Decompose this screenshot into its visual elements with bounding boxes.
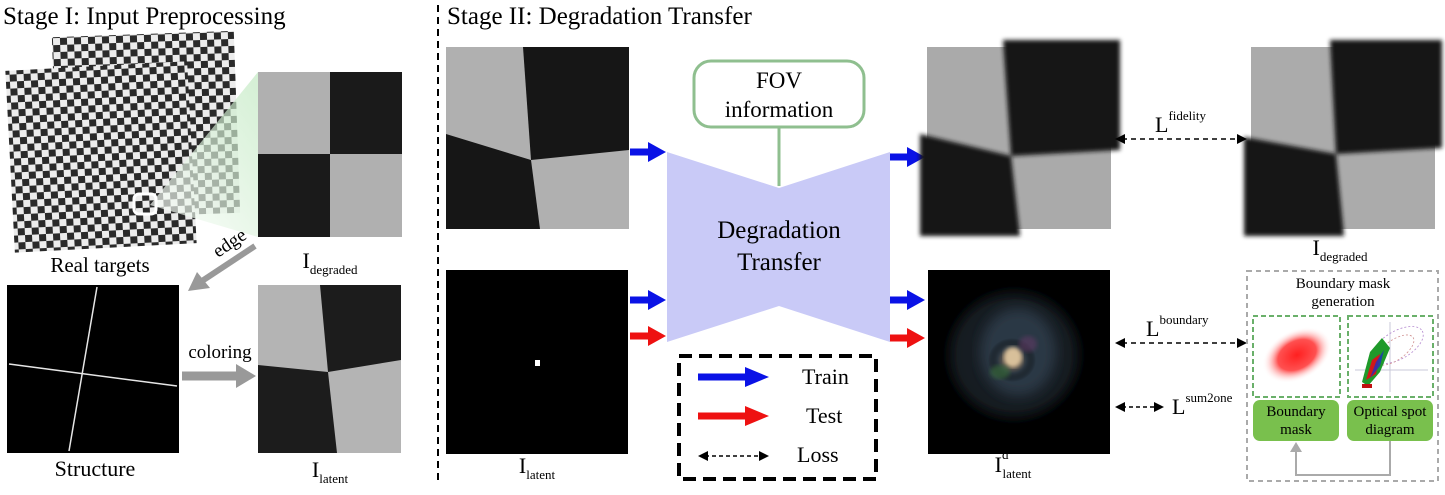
spot-to-mask-arrowhead [1290, 442, 1302, 452]
stage2-output-psf [928, 270, 1110, 454]
legend-loss-label: Loss [797, 442, 839, 467]
real-targets-label: Real targets [50, 253, 149, 277]
fidelity-loss-arrow [1115, 134, 1247, 144]
structure-label: Structure [55, 456, 136, 481]
train-arrow-in-top [630, 142, 666, 162]
degradation-transfer-block [667, 152, 890, 342]
boundary-loss-arrow [1115, 338, 1247, 348]
stage2-i-d-latent-label: Id latent [995, 447, 1032, 481]
degradation-label-line1: Degradation [717, 217, 841, 244]
optical-spot-diagram [1355, 322, 1428, 392]
spot-to-mask-connector [1295, 441, 1391, 476]
boundary-mask-label-line1: Boundary [1266, 404, 1326, 420]
boundary-mask-box [1253, 400, 1339, 441]
zoom-region [150, 72, 258, 237]
real-target-front [5, 61, 197, 253]
boundary-label-bg [1142, 314, 1232, 342]
stage1-i-degraded-label: Idegraded [303, 248, 358, 277]
fidelity-loss-label: Lfidelity [1155, 108, 1206, 137]
stage2-latent-input [446, 270, 628, 454]
stage1-i-latent-label: Ilatent [312, 457, 349, 486]
boundary-mask-blob [1262, 326, 1332, 384]
stage2-input-patch [446, 47, 629, 229]
stage2-target-degraded [1244, 40, 1442, 236]
stage2-i-latent-label: Ilatent [519, 453, 556, 482]
mask-panel-title-line2: generation [1311, 294, 1375, 310]
boundary-loss-label: Lboundary [1146, 312, 1209, 341]
coloring-arrow-head [236, 364, 256, 388]
stage2-i-degraded-label: Idegraded [1313, 235, 1368, 264]
edge-arrow [200, 243, 257, 284]
degradation-label-line2: Transfer [737, 249, 821, 276]
stage2-title: Stage II: Degradation Transfer [447, 3, 752, 30]
legend-test-arrow [698, 406, 769, 426]
fov-label-line2: information [725, 97, 834, 122]
coloring-label: coloring [188, 342, 252, 363]
optical-spot-label-line1: Optical spot [1354, 404, 1428, 420]
boundary-mask-label-line2: mask [1280, 422, 1312, 438]
sum2one-loss-label: Lsum2one [1172, 390, 1233, 419]
train-arrow-in-bottom [630, 290, 666, 310]
train-arrow-out-top [890, 147, 925, 167]
structure-image [7, 285, 179, 453]
optical-spot-box [1347, 400, 1433, 441]
stage2-output-patch [920, 40, 1120, 236]
test-arrow-in [630, 326, 666, 346]
legend-loss-arrow [698, 451, 769, 461]
sum2one-loss-arrow [1115, 402, 1164, 412]
stage1-latent-patch [258, 285, 401, 453]
stage1-title: Stage I: Input Preprocessing [3, 3, 286, 30]
fidelity-label-bg [1150, 108, 1222, 138]
stage1-degraded-patch [258, 72, 402, 237]
mask-panel-title-line1: Boundary mask [1296, 276, 1391, 292]
legend-train-label: Train [802, 364, 849, 389]
zoom-marker [132, 192, 158, 216]
optical-spot-label-line2: diagram [1365, 422, 1414, 438]
edge-arrow-head [188, 272, 210, 291]
legend-train-arrow [698, 367, 769, 387]
fov-label-line1: FOV [756, 68, 802, 93]
legend-test-label: Test [806, 403, 842, 428]
test-arrow-out [890, 328, 925, 348]
train-arrow-out-bottom [890, 290, 925, 310]
